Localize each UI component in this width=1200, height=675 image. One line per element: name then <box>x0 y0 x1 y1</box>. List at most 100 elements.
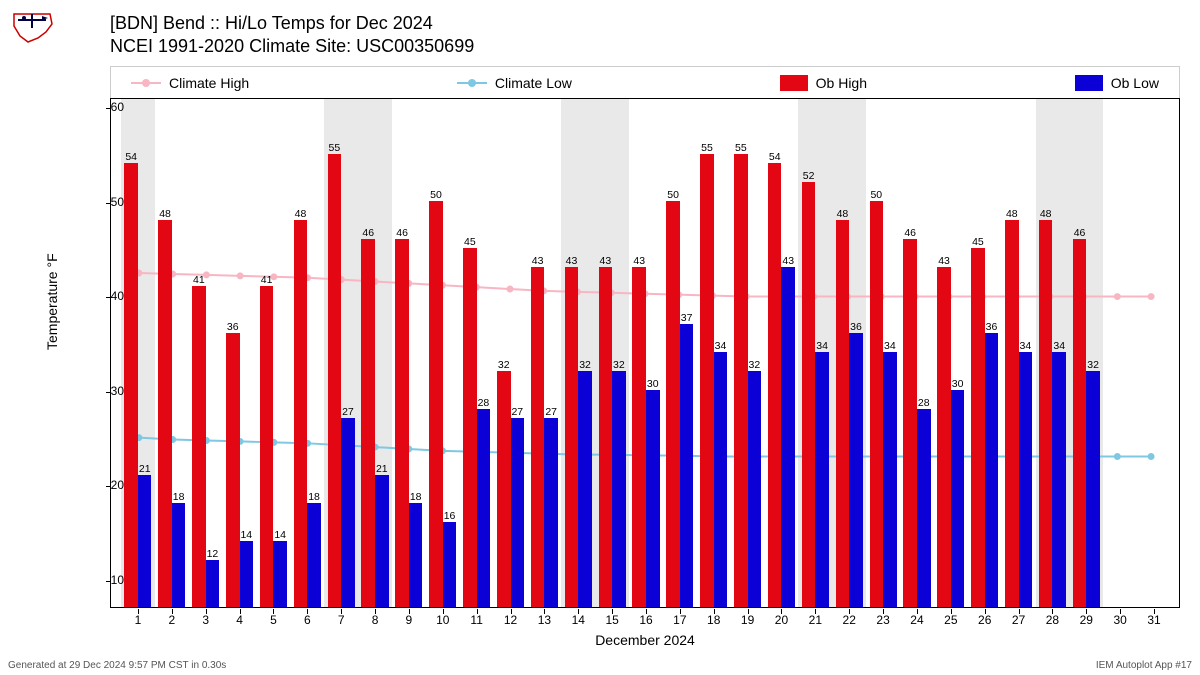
bar-high-label: 54 <box>769 151 781 163</box>
legend-climate-high: Climate High <box>131 75 249 91</box>
bar-ob-high <box>870 201 884 607</box>
bar-ob-low <box>511 418 525 607</box>
x-tick-label: 4 <box>236 613 243 627</box>
bar-high-label: 45 <box>972 236 984 248</box>
x-tick-mark <box>578 609 579 614</box>
x-tick-mark <box>240 609 241 614</box>
x-tick-mark <box>477 609 478 614</box>
x-tick-label: 7 <box>338 613 345 627</box>
climate-low-dot <box>1148 453 1155 460</box>
bar-low-label: 18 <box>410 491 422 503</box>
x-tick-label: 26 <box>978 613 991 627</box>
plot-area: 1234567891011121314151617181920212223242… <box>110 98 1180 608</box>
climate-high-dot <box>1148 293 1155 300</box>
x-tick-label: 16 <box>639 613 652 627</box>
bar-high-label: 46 <box>362 227 374 239</box>
bar-high-label: 50 <box>667 189 679 201</box>
x-tick-label: 6 <box>304 613 311 627</box>
bar-ob-high <box>1039 220 1053 607</box>
bar-ob-low <box>1019 352 1033 607</box>
x-tick-label: 11 <box>470 613 482 627</box>
bar-high-label: 43 <box>532 255 544 267</box>
x-tick-mark <box>646 609 647 614</box>
x-axis-label: December 2024 <box>110 632 1180 648</box>
bar-high-label: 50 <box>430 189 442 201</box>
bar-ob-high <box>971 248 985 607</box>
chart-title: [BDN] Bend :: Hi/Lo Temps for Dec 2024 N… <box>110 12 474 57</box>
x-tick-mark <box>612 609 613 614</box>
bar-low-label: 14 <box>274 529 286 541</box>
bar-ob-low <box>341 418 355 607</box>
bar-low-label: 32 <box>1087 359 1099 371</box>
bar-ob-high <box>497 371 511 607</box>
bar-high-label: 48 <box>1006 208 1018 220</box>
bar-ob-high <box>768 163 782 607</box>
bar-low-label: 32 <box>749 359 761 371</box>
bar-ob-low <box>409 503 423 607</box>
bar-low-label: 18 <box>308 491 320 503</box>
bar-high-label: 43 <box>566 255 578 267</box>
bar-ob-high <box>260 286 274 607</box>
bar-high-label: 36 <box>227 321 239 333</box>
bar-ob-high <box>1005 220 1019 607</box>
bar-high-label: 41 <box>261 274 273 286</box>
climate-high-dot <box>1114 293 1121 300</box>
bar-ob-low <box>578 371 592 607</box>
bar-low-label: 16 <box>444 510 456 522</box>
bar-high-label: 46 <box>1074 227 1086 239</box>
bar-ob-high <box>903 239 917 607</box>
climate-high-dot <box>507 286 514 293</box>
bar-high-label: 43 <box>600 255 612 267</box>
bar-low-label: 12 <box>207 548 219 560</box>
x-tick-mark <box>917 609 918 614</box>
bar-low-label: 30 <box>952 378 964 390</box>
x-tick-mark <box>341 609 342 614</box>
x-tick-label: 20 <box>775 613 788 627</box>
bar-high-label: 45 <box>464 236 476 248</box>
x-tick-label: 28 <box>1046 613 1059 627</box>
bar-low-label: 37 <box>681 312 693 324</box>
x-tick-label: 27 <box>1012 613 1025 627</box>
bar-low-label: 32 <box>613 359 625 371</box>
bar-high-label: 43 <box>633 255 645 267</box>
iem-logo <box>8 8 56 48</box>
y-tick-label: 40 <box>111 289 124 303</box>
x-tick-label: 30 <box>1114 613 1127 627</box>
bar-ob-high <box>700 154 714 607</box>
x-tick-label: 8 <box>372 613 379 627</box>
bar-ob-high <box>294 220 308 607</box>
bar-low-label: 27 <box>342 406 354 418</box>
bar-ob-high <box>361 239 375 607</box>
x-tick-label: 18 <box>707 613 720 627</box>
x-tick-mark <box>849 609 850 614</box>
bar-ob-low <box>307 503 321 607</box>
bar-ob-low <box>1086 371 1100 607</box>
bar-ob-low <box>206 560 220 607</box>
y-tick-label: 50 <box>111 195 124 209</box>
bar-low-label: 32 <box>579 359 591 371</box>
bar-ob-low <box>477 409 491 607</box>
bar-ob-high <box>328 154 342 607</box>
x-tick-mark <box>1052 609 1053 614</box>
bar-ob-high <box>937 267 951 607</box>
bar-ob-low <box>240 541 254 607</box>
bar-ob-low <box>714 352 728 607</box>
x-tick-mark <box>680 609 681 614</box>
x-tick-label: 22 <box>843 613 856 627</box>
bar-ob-low <box>815 352 829 607</box>
bar-low-label: 27 <box>511 406 523 418</box>
bar-ob-high <box>463 248 477 607</box>
x-tick-mark <box>781 609 782 614</box>
bar-ob-high <box>192 286 206 607</box>
bar-ob-low <box>917 409 931 607</box>
x-tick-mark <box>1120 609 1121 614</box>
bar-ob-high <box>565 267 579 607</box>
x-tick-mark <box>273 609 274 614</box>
bar-ob-low <box>680 324 694 607</box>
bar-ob-low <box>985 333 999 607</box>
x-tick-label: 21 <box>809 613 822 627</box>
bar-ob-low <box>273 541 287 607</box>
x-tick-mark <box>985 609 986 614</box>
title-line-2: NCEI 1991-2020 Climate Site: USC00350699 <box>110 35 474 58</box>
x-tick-label: 17 <box>673 613 686 627</box>
